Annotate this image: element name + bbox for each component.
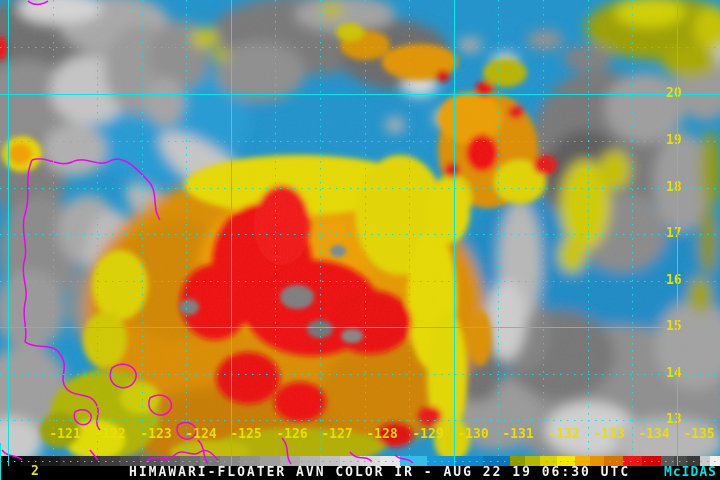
satellite-imagery <box>0 0 720 456</box>
colorbar-segment <box>80 456 100 466</box>
left-edge-gridline <box>0 443 1 480</box>
frame-number: 2 <box>31 464 39 479</box>
colorbar-segment <box>0 456 20 466</box>
mcidas-label: McIDAS <box>664 465 717 480</box>
colorbar-segment <box>60 456 80 466</box>
status-banner: HIMAWARI-FLOATER AVN COLOR IR - AUG 22 1… <box>0 466 720 480</box>
banner-title: HIMAWARI-FLOATER AVN COLOR IR - AUG 22 1… <box>129 465 631 480</box>
colorbar-segment <box>642 456 661 466</box>
colorbar-segment <box>100 456 120 466</box>
